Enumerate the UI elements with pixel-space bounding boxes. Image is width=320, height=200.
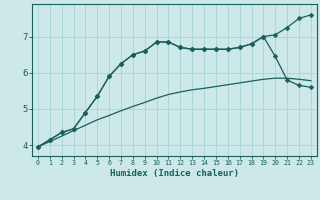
- X-axis label: Humidex (Indice chaleur): Humidex (Indice chaleur): [110, 169, 239, 178]
